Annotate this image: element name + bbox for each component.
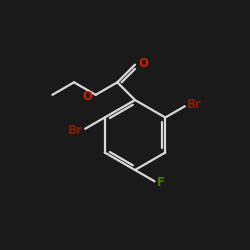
Text: Br: Br: [187, 98, 202, 112]
Text: O: O: [138, 57, 148, 70]
Text: O: O: [83, 90, 93, 102]
Text: F: F: [157, 176, 165, 189]
Text: Br: Br: [68, 124, 83, 136]
